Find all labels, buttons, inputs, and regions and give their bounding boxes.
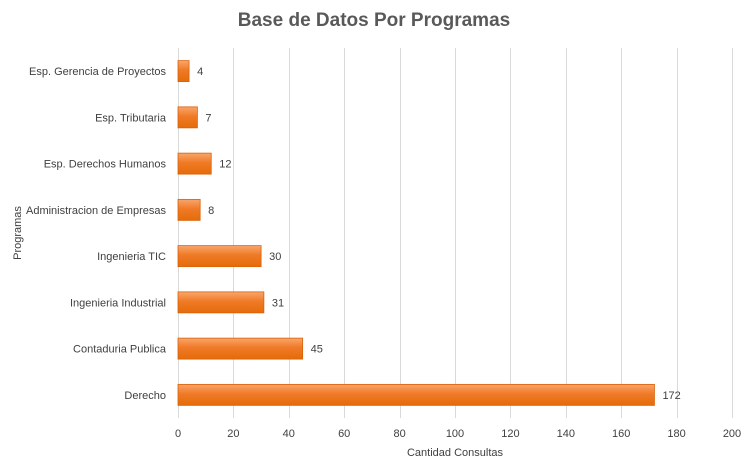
x-tick-label: 140 [557, 428, 575, 440]
bar [177, 245, 262, 268]
bar [177, 60, 190, 83]
data-label: 31 [272, 297, 284, 309]
x-tick-label: 120 [501, 428, 519, 440]
category-labels: Esp. Gerencia de Proyectos Esp. Tributari… [26, 66, 167, 402]
x-tick-label: 0 [175, 428, 181, 440]
bar [177, 106, 198, 129]
bar [177, 337, 304, 360]
x-tick-label: 20 [227, 428, 239, 440]
category-label: Administracion de Empresas [26, 205, 167, 217]
data-label: 12 [219, 159, 231, 171]
data-label: 8 [208, 205, 214, 217]
x-tick-labels: 0 20 40 60 80 100 120 140 160 180 200 [175, 428, 741, 440]
x-tick-label: 80 [393, 428, 405, 440]
data-label: 30 [269, 251, 281, 263]
bar [177, 291, 265, 314]
data-label: 7 [205, 112, 211, 124]
category-label: Ingenieria TIC [97, 251, 166, 263]
data-label: 172 [662, 390, 680, 402]
category-label: Esp. Tributaria [95, 112, 167, 124]
category-label: Esp. Gerencia de Proyectos [29, 66, 166, 78]
x-tick-label: 40 [283, 428, 295, 440]
gridlines [178, 48, 733, 418]
x-tick-label: 160 [612, 428, 630, 440]
data-label: 4 [197, 66, 203, 78]
category-label: Contaduria Publica [73, 344, 167, 356]
category-label: Derecho [124, 390, 166, 402]
category-label: Esp. Derechos Humanos [44, 159, 167, 171]
bar [177, 198, 201, 221]
x-axis-label: Cantidad Consultas [407, 447, 504, 459]
chart-title: Base de Datos Por Programas [238, 10, 510, 31]
bar [177, 383, 655, 406]
x-tick-label: 60 [338, 428, 350, 440]
bar [177, 152, 212, 175]
data-label: 45 [311, 344, 323, 356]
y-axis-label: Programas [12, 206, 24, 260]
data-labels: 4 7 12 8 30 31 45 172 [197, 66, 681, 402]
x-tick-label: 100 [446, 428, 464, 440]
bars [177, 60, 655, 406]
category-label: Ingenieria Industrial [70, 297, 166, 309]
x-tick-label: 200 [723, 428, 741, 440]
x-tick-label: 180 [667, 428, 685, 440]
